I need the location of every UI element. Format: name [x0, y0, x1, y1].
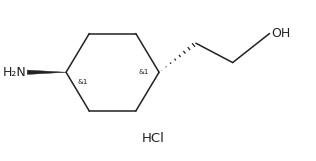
- Text: H₂N: H₂N: [3, 66, 26, 79]
- Polygon shape: [27, 70, 66, 74]
- Text: OH: OH: [271, 27, 291, 40]
- Text: &1: &1: [139, 69, 149, 75]
- Text: &1: &1: [78, 79, 88, 85]
- Text: HCl: HCl: [142, 132, 165, 145]
